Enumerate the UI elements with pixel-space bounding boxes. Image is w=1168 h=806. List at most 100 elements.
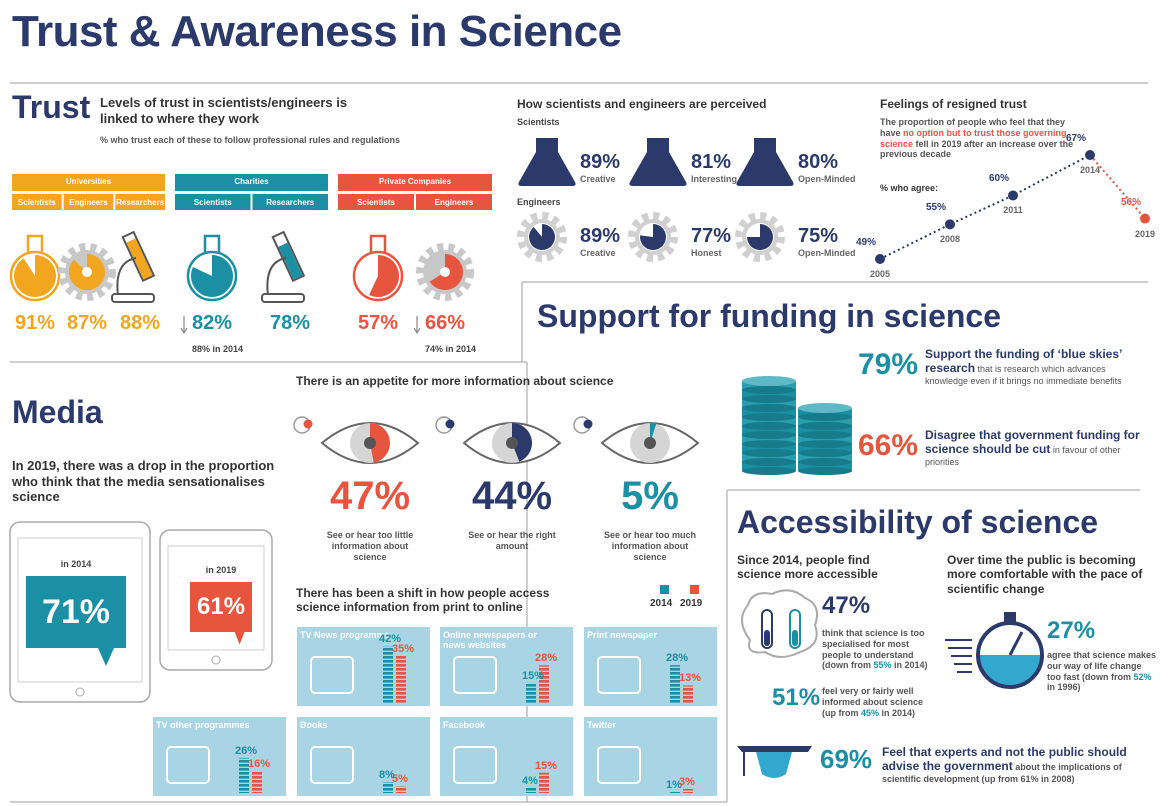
coin-edge xyxy=(742,413,796,421)
gear-teeth xyxy=(628,212,678,262)
coin-edge xyxy=(798,440,852,448)
access-value: 16% xyxy=(248,758,271,771)
perception-value: 80% xyxy=(798,151,839,173)
text: fell in 2019 after an increase over the … xyxy=(880,138,1074,160)
access-value: 5% xyxy=(392,773,408,786)
stat-text: feel very or fairly well informed about … xyxy=(822,686,934,718)
scope-arm xyxy=(116,257,137,297)
access-value: 15% xyxy=(535,759,558,772)
pupil xyxy=(644,437,656,449)
channel-icon xyxy=(453,746,497,784)
appetite-value: 44% xyxy=(471,474,553,518)
bold-text: Disagree that government funding for sci… xyxy=(925,428,1140,457)
coin xyxy=(798,426,852,435)
point-year: 2005 xyxy=(869,269,891,279)
trend-point xyxy=(875,254,885,264)
highlight: 52% xyxy=(1133,671,1152,682)
text: The proportion of people who feel that t… xyxy=(880,117,1065,138)
coin xyxy=(798,444,852,453)
brain-icon xyxy=(741,589,818,658)
trend-line xyxy=(1089,154,1146,220)
perception-pie xyxy=(747,224,773,250)
group-name: Charities xyxy=(234,177,269,186)
stopwatch xyxy=(976,621,1044,689)
axis-label: % who agree: xyxy=(880,183,939,193)
access-value: 1% xyxy=(666,778,682,791)
role-tab xyxy=(252,194,328,210)
group-header xyxy=(338,174,492,191)
flask xyxy=(736,138,794,186)
stat-text: agree that science makes our way of life… xyxy=(1047,650,1157,693)
section-title: Media xyxy=(12,394,103,430)
tablet-button xyxy=(211,655,221,665)
scope-base xyxy=(261,293,305,303)
appetite-title: There is an appetite for more informatio… xyxy=(296,374,614,388)
trend-point xyxy=(1085,150,1095,160)
stat-value: 51% xyxy=(772,684,821,711)
perception-label: Open-Minded xyxy=(798,174,856,184)
coin-edge xyxy=(798,449,852,457)
perception-value: 89% xyxy=(580,151,621,173)
point-value: 56% xyxy=(1120,196,1141,208)
access-bar xyxy=(683,685,693,703)
tablet-value: 71% xyxy=(41,593,111,631)
access-value: 28% xyxy=(666,652,689,665)
perception-value: 77% xyxy=(691,225,732,247)
role-label: Scientists xyxy=(193,198,232,207)
previous-value: 74% in 2014 xyxy=(425,344,477,354)
stopwatch-fill xyxy=(978,655,1042,687)
trust-value: 87% xyxy=(66,312,108,334)
access-value: 28% xyxy=(535,652,558,665)
trend-point xyxy=(1008,190,1018,201)
perception-value: 89% xyxy=(580,225,621,247)
text: in 2014) xyxy=(891,660,928,671)
access-bar xyxy=(526,787,536,793)
trust-value: 66% xyxy=(424,312,466,334)
perception-title: How scientists and engineers are perceiv… xyxy=(517,97,767,111)
role-label: Researchers xyxy=(266,198,315,207)
access-value: 15% xyxy=(522,669,545,682)
tube-liquid xyxy=(792,630,798,646)
channel-icon xyxy=(166,746,210,784)
channel-icon xyxy=(453,656,497,694)
coin-edge xyxy=(798,458,852,466)
coin xyxy=(798,462,852,471)
coin xyxy=(742,408,796,417)
heading: Over time the public is becoming more co… xyxy=(947,553,1143,596)
highlight: 45% xyxy=(861,707,880,718)
stat-text: think that science is too specialised fo… xyxy=(822,628,934,671)
perception-label: Open-Minded xyxy=(798,248,856,258)
point-year: 2014 xyxy=(1079,165,1101,175)
resigned-text: The proportion of people who feel that t… xyxy=(880,117,1080,160)
head-badge xyxy=(445,419,455,429)
text: agree that science makes our way of life… xyxy=(1047,650,1157,682)
role-tab xyxy=(63,194,114,210)
role-tab xyxy=(12,194,62,210)
trust-value: 88% xyxy=(119,312,161,334)
access-bar xyxy=(239,757,249,793)
perception-label: Creative xyxy=(580,248,616,258)
group-name: Private Companies xyxy=(378,177,452,186)
channel-name: Online newspapers or news websites xyxy=(443,630,538,650)
coin xyxy=(798,417,852,426)
point-value: 67% xyxy=(1065,133,1086,144)
coin-edge xyxy=(742,395,796,403)
group-name: Engineers xyxy=(517,197,561,207)
funding-value: 66% xyxy=(858,429,919,462)
access-bar xyxy=(252,771,262,793)
gear-teeth xyxy=(416,243,474,301)
stopwatch-crown xyxy=(1004,612,1016,622)
access-bar xyxy=(670,791,680,793)
head-badge xyxy=(303,419,313,429)
channel-name: Facebook xyxy=(443,720,486,730)
group-header xyxy=(12,174,165,191)
scope-base xyxy=(111,293,155,303)
trust-pie xyxy=(369,255,399,297)
text: in 1996) xyxy=(1047,682,1081,693)
note: % who trust each of these to follow prof… xyxy=(100,135,401,145)
perception-label: Interesting xyxy=(691,174,738,184)
text: think that science is too specialised fo… xyxy=(822,628,925,671)
channel-name: TV News programme xyxy=(300,630,390,640)
coin-edge xyxy=(798,422,852,430)
